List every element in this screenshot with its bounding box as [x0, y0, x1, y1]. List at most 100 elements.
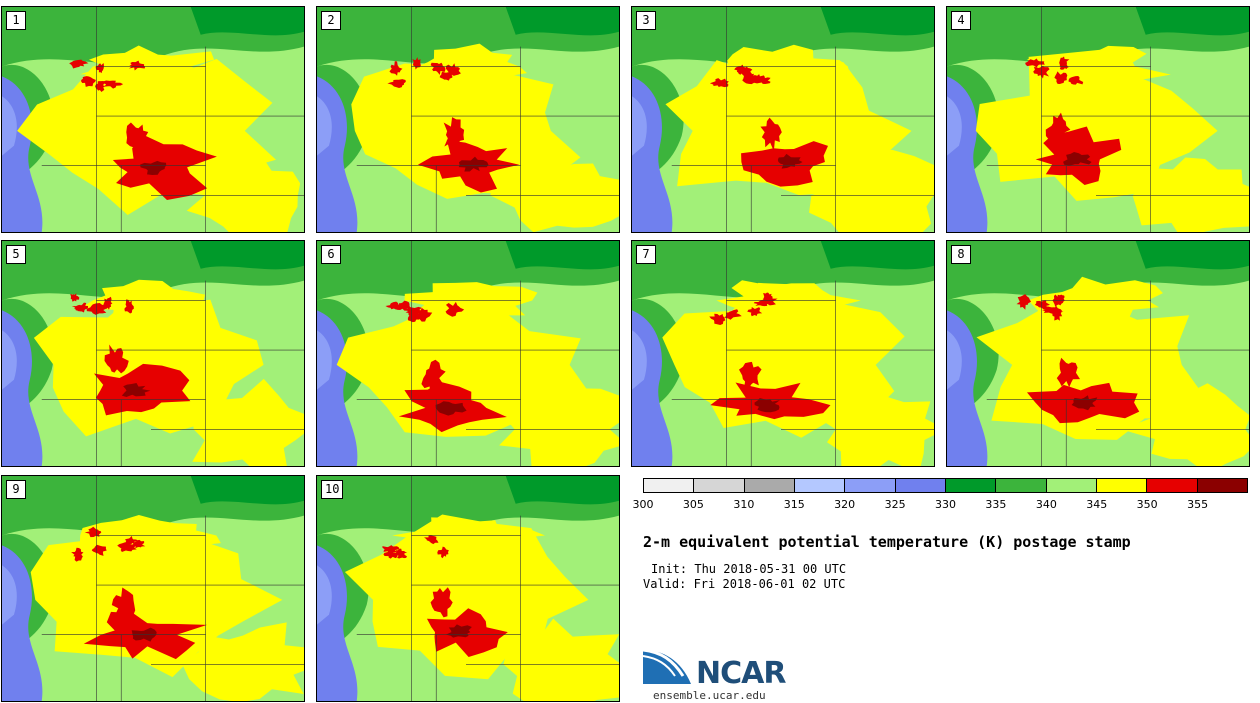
- dark-green-region: [820, 241, 934, 270]
- forecast-panel: 2: [316, 6, 620, 233]
- yellow-region: [976, 293, 1199, 440]
- red-speck-region: [1042, 306, 1064, 314]
- dark-green-region: [505, 7, 619, 36]
- colorbar-swatch: [744, 479, 795, 492]
- red-speck-region: [709, 78, 729, 88]
- forecast-panel: 5: [1, 240, 305, 467]
- logo-wordmark: NCAR: [696, 656, 786, 691]
- theta-e-map: [2, 7, 304, 232]
- red-speck-region: [71, 547, 84, 562]
- init-time: Init: Thu 2018-05-31 00 UTC: [651, 562, 847, 576]
- red-speck-region: [383, 550, 401, 559]
- red-blob-region: [421, 359, 446, 396]
- colorbar-swatch: [996, 479, 1047, 492]
- dark-red-region: [140, 160, 167, 176]
- dark-green-region: [505, 241, 619, 270]
- boundary-lines: [671, 7, 934, 232]
- colorbar-swatch: [895, 479, 946, 492]
- colorbar-tick-label: 305: [682, 498, 704, 511]
- yellow-southeast-region: [809, 149, 934, 232]
- yellow-north-region: [1028, 276, 1163, 322]
- panel-number: 4: [951, 11, 971, 30]
- yellow-north-region: [392, 517, 545, 558]
- red-speck-region: [95, 63, 104, 74]
- red-speck-region: [424, 535, 439, 545]
- red-speck-region: [724, 309, 742, 320]
- ncar-logo: NCAR: [642, 646, 793, 691]
- red-speck-region: [124, 299, 134, 314]
- red-speck-region: [437, 546, 449, 559]
- red-blob-region: [111, 587, 136, 620]
- dark-green-region: [190, 241, 304, 270]
- boundary-lines: [41, 7, 304, 232]
- colorbar-swatch: [1197, 479, 1247, 492]
- figure-title: 2-m equivalent potential temperature (K)…: [643, 533, 1131, 551]
- colorbar-tick-label: 335: [985, 498, 1007, 511]
- theta-e-map: [947, 241, 1249, 466]
- red-speck-region: [103, 296, 113, 310]
- red-speck-region: [1054, 71, 1068, 85]
- yellow-southeast-region: [1121, 383, 1249, 466]
- red-speck-region: [133, 539, 146, 549]
- colorbar-swatch: [794, 479, 846, 492]
- red-speck-region: [709, 313, 726, 325]
- forecast-panel: 9: [1, 475, 305, 702]
- colorbar-tick-label: 310: [733, 498, 755, 511]
- colorbar-swatch: [945, 479, 997, 492]
- light-blue-region: [947, 330, 962, 390]
- dark-green-region: [820, 7, 934, 36]
- logo-url: ensemble.ucar.edu: [653, 689, 766, 702]
- red-blob-region: [1056, 357, 1081, 388]
- dark-green-region: [1135, 241, 1249, 270]
- dark-green-region: [190, 7, 304, 36]
- colorbar-tick-label: 340: [1035, 498, 1057, 511]
- red-speck-region: [1059, 56, 1070, 68]
- dark-green-region: [1135, 7, 1249, 36]
- colorbar-tick-label: 315: [783, 498, 805, 511]
- colorbar-swatch: [694, 479, 745, 492]
- red-blob-region: [104, 344, 129, 374]
- theta-e-map: [317, 241, 619, 466]
- red-speck-region: [414, 307, 433, 322]
- red-speck-region: [397, 300, 411, 311]
- colorbar-swatch: [644, 479, 695, 492]
- red-speck-region: [70, 293, 80, 302]
- red-speck-region: [81, 76, 96, 87]
- colorbar-tick-label: 345: [1086, 498, 1108, 511]
- red-blob-region: [126, 122, 149, 157]
- panel-number: 10: [321, 480, 344, 499]
- boundary-lines: [356, 241, 619, 466]
- forecast-panel: 6: [316, 240, 620, 467]
- light-blue-region: [2, 330, 17, 390]
- dark-red-region: [754, 398, 781, 413]
- panel-number: 1: [6, 11, 26, 30]
- dark-red-region: [435, 401, 467, 416]
- theta-e-map: [317, 476, 619, 701]
- panel-number: 9: [6, 480, 26, 499]
- forecast-panel: 1: [1, 6, 305, 233]
- panel-number: 6: [321, 245, 341, 264]
- red-blob-region: [738, 361, 762, 392]
- boundary-lines: [41, 476, 304, 701]
- colorbar-swatch: [1046, 479, 1097, 492]
- red-speck-region: [404, 306, 425, 317]
- colorbar-swatch: [1096, 479, 1148, 492]
- red-speck-region: [1025, 58, 1045, 68]
- theta-e-map: [947, 7, 1249, 232]
- red-speck-region: [750, 74, 765, 84]
- red-blob-region: [1045, 112, 1071, 147]
- theta-e-map: [632, 7, 934, 232]
- valid-time: Valid: Fri 2018-06-01 02 UTC: [643, 577, 846, 591]
- forecast-panel: 10: [316, 475, 620, 702]
- red-blob-region: [430, 587, 453, 618]
- forecast-panel: 4: [946, 6, 1250, 233]
- colorbar-swatch: [1147, 479, 1198, 492]
- colorbar-tick-label: 350: [1136, 498, 1158, 511]
- boundary-lines: [41, 241, 304, 466]
- theta-e-map: [632, 241, 934, 466]
- red-speck-region: [95, 80, 106, 93]
- dark-red-region: [777, 153, 803, 169]
- theta-e-map: [2, 476, 304, 701]
- colorbar-swatch: [845, 479, 896, 492]
- boundary-lines: [356, 7, 619, 232]
